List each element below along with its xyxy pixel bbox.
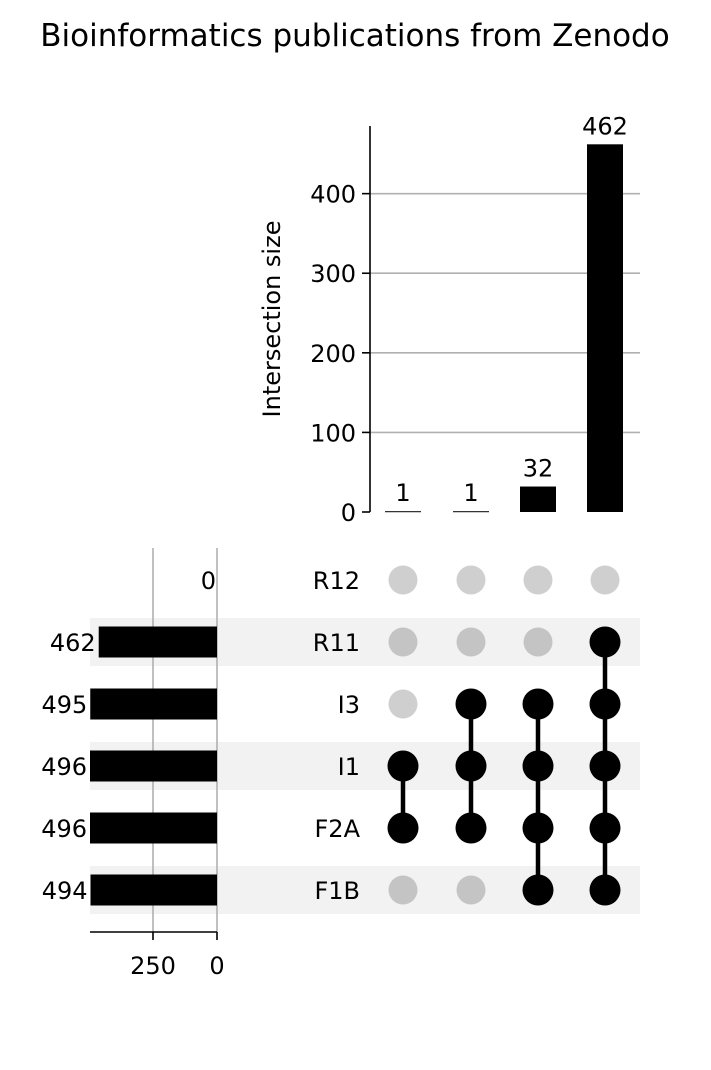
matrix-dot-inactive xyxy=(523,565,553,595)
x-tick-label: 250 xyxy=(130,952,176,980)
matrix-dot-active xyxy=(589,874,621,906)
set-size-label: 462 xyxy=(50,629,96,657)
intersection-bar-label: 462 xyxy=(582,112,628,140)
matrix-dot-active xyxy=(455,750,487,782)
set-name-label: R12 xyxy=(313,567,360,595)
matrix-dot-inactive xyxy=(590,565,620,595)
set-name-label: I1 xyxy=(338,753,360,781)
matrix-dot-active xyxy=(522,688,554,720)
matrix-dot-inactive xyxy=(456,627,486,657)
matrix-dot-active xyxy=(589,750,621,782)
intersection-bar-label: 32 xyxy=(523,455,554,483)
matrix-dot-active xyxy=(455,812,487,844)
set-size-bar xyxy=(98,626,217,658)
labels: R12 R11 I3 I1 F2A F1B xyxy=(313,567,361,905)
set-name-label: R11 xyxy=(313,629,360,657)
matrix-dot-active xyxy=(387,750,419,782)
matrix-dot-active xyxy=(455,688,487,720)
set-size-label: 496 xyxy=(41,753,87,781)
x-tick-label: 0 xyxy=(209,952,224,980)
matrix-dot-inactive xyxy=(388,689,418,719)
intersection-bar xyxy=(453,511,489,513)
intersection-bar xyxy=(385,511,421,513)
matrix-dot-inactive xyxy=(388,565,418,595)
set-size-bar xyxy=(90,750,217,782)
set-size-label: 495 xyxy=(41,691,87,719)
matrix-dot-inactive xyxy=(456,875,486,905)
matrix-dot-active xyxy=(589,812,621,844)
set-size-label: 0 xyxy=(201,567,216,595)
matrix-dot-active xyxy=(522,812,554,844)
set-size-label: 496 xyxy=(41,815,87,843)
intersection-bar xyxy=(587,144,623,512)
intersection-bars: 1 1 32 462 xyxy=(385,112,628,513)
intersection-bar-label: 1 xyxy=(463,479,478,507)
chart-title: Bioinformatics publications from Zenodo xyxy=(40,18,669,54)
matrix-dot-inactive xyxy=(388,627,418,657)
y-tick-label: 100 xyxy=(310,419,356,447)
matrix-dot-inactive xyxy=(456,565,486,595)
y-axis-label: Intersection size xyxy=(258,221,286,418)
matrix-dot-active xyxy=(522,874,554,906)
axes: 0 100 200 300 400 Intersection size 250 0 xyxy=(90,126,371,980)
set-size-bar xyxy=(90,874,217,906)
matrix-dot-inactive xyxy=(388,875,418,905)
set-name-label: F2A xyxy=(315,815,361,843)
y-tick-label: 400 xyxy=(310,181,356,209)
set-name-label: I3 xyxy=(338,691,360,719)
y-tick-label: 300 xyxy=(310,260,356,288)
set-size-bar xyxy=(90,812,217,844)
matrix-dot-active xyxy=(589,688,621,720)
set-size-bars: 0 462 495 496 496 494 xyxy=(41,567,217,906)
set-size-label: 494 xyxy=(42,877,88,905)
matrix-dot-active xyxy=(589,626,621,658)
y-tick-label: 200 xyxy=(310,340,356,368)
intersection-bar-label: 1 xyxy=(395,479,410,507)
set-size-bar xyxy=(90,688,217,720)
matrix-dot-inactive xyxy=(523,627,553,657)
y-tick-label: 0 xyxy=(341,499,356,527)
intersection-bar xyxy=(520,486,556,512)
set-name-label: F1B xyxy=(314,877,360,905)
matrix-dot-active xyxy=(522,750,554,782)
matrix-dot-active xyxy=(387,812,419,844)
membership-matrix xyxy=(387,565,621,906)
